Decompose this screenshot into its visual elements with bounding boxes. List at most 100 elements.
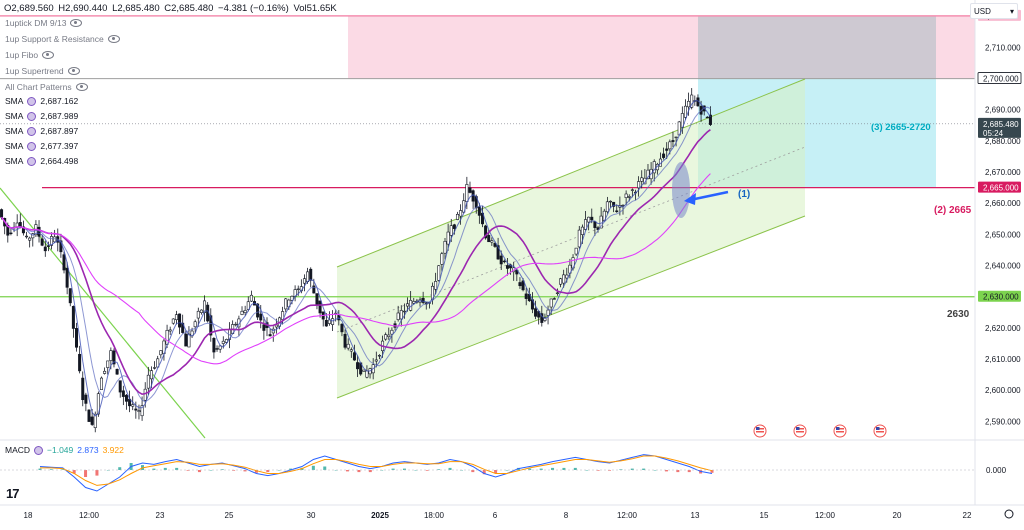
- currency-selector[interactable]: USD ▾: [970, 3, 1018, 19]
- candle-body: [640, 177, 644, 182]
- macd-legend: MACD −1.049 2.873 3.922: [5, 445, 124, 455]
- highlight-ellipse: [672, 162, 690, 218]
- indicator-row[interactable]: 1up Supertrend: [5, 66, 80, 76]
- currency-label: USD: [974, 6, 991, 16]
- eye-icon[interactable]: [42, 51, 55, 59]
- candle-body: [268, 334, 272, 337]
- macd-histogram-bar: [437, 469, 441, 470]
- arrow-line: [689, 190, 729, 202]
- candle-body: [0, 209, 4, 218]
- macd-histogram-bar: [118, 467, 122, 470]
- eye-icon[interactable]: [67, 67, 80, 75]
- candle-body: [246, 301, 250, 310]
- x-tick-label: 25: [225, 511, 234, 520]
- y-tick-label: 2,690.000: [985, 106, 1021, 115]
- x-tick-label: 20: [893, 511, 902, 520]
- candle-body: [465, 184, 469, 202]
- macd-label: MACD: [5, 445, 31, 455]
- eye-icon[interactable]: [107, 35, 120, 43]
- channel-upper-line: [336, 78, 806, 268]
- candle-body: [115, 368, 119, 375]
- candle-body: [240, 310, 244, 315]
- sma-settings-icon[interactable]: [27, 111, 37, 121]
- x-tick-label: 8: [564, 511, 569, 520]
- candle-body: [256, 303, 260, 318]
- macd-histogram-bar: [551, 467, 555, 470]
- candle-body: [87, 409, 91, 422]
- sma-value: 2,664.498: [40, 156, 79, 166]
- price-label-box: [978, 181, 1021, 193]
- candle-body: [493, 243, 497, 247]
- flag-stripe: [756, 428, 764, 430]
- candle-body: [71, 306, 75, 329]
- candle-body: [331, 318, 335, 325]
- sma-settings-icon[interactable]: [27, 141, 37, 151]
- settings-gear-icon[interactable]: [1004, 509, 1014, 519]
- candle-body: [193, 321, 197, 328]
- candle-body: [471, 190, 475, 202]
- x-tick-label: 22: [963, 511, 972, 520]
- indicator-row[interactable]: 1up Fibo: [5, 50, 55, 60]
- flag-canton: [796, 427, 800, 430]
- candle-body: [340, 323, 344, 333]
- candle-body: [577, 229, 581, 248]
- macd-histogram-bar: [368, 470, 372, 473]
- indicator-row[interactable]: 1up Support & Resistance: [5, 34, 120, 44]
- candle-body: [43, 246, 47, 252]
- candle-body: [234, 323, 238, 326]
- candle-body: [362, 369, 366, 372]
- tradingview-logo[interactable]: 17: [6, 486, 20, 501]
- indicator-row[interactable]: All Chart Patterns: [5, 82, 88, 92]
- candle-body: [75, 328, 79, 348]
- candle-body: [687, 100, 691, 108]
- sma-row[interactable]: SMA 2,687.162: [5, 96, 78, 106]
- candle-body: [349, 349, 353, 352]
- candle-body: [109, 350, 113, 361]
- indicator-row[interactable]: 1uptick DM 9/13: [5, 18, 83, 28]
- y-tick-label: 2,640.000: [985, 262, 1021, 271]
- x-tick-label: 15: [760, 511, 769, 520]
- macd-settings-icon[interactable]: [34, 445, 44, 455]
- sma-settings-icon[interactable]: [27, 96, 37, 106]
- candle-body: [468, 187, 472, 193]
- candle-body: [708, 114, 712, 125]
- macd-line: [39, 454, 713, 492]
- macd-signal-line: [40, 455, 713, 486]
- sma-row[interactable]: SMA 2,664.498: [5, 156, 78, 166]
- candle-body: [605, 201, 609, 213]
- candle-body: [627, 196, 631, 198]
- flag-canton: [836, 427, 840, 430]
- sma-row[interactable]: SMA 2,677.397: [5, 141, 78, 151]
- sma-row[interactable]: SMA 2,687.989: [5, 111, 78, 121]
- eye-icon[interactable]: [75, 83, 88, 91]
- macd-histogram-bar: [243, 470, 247, 472]
- y-tick-label: 2,590.000: [985, 417, 1021, 426]
- candle-body: [140, 405, 144, 417]
- candle-body: [25, 235, 29, 238]
- sma-value: 2,687.989: [40, 111, 79, 121]
- sma-row[interactable]: SMA 2,687.897: [5, 126, 78, 136]
- eye-icon[interactable]: [70, 19, 83, 27]
- macd-histogram-bar: [209, 470, 213, 471]
- candle-body: [196, 310, 200, 319]
- candle-body: [396, 312, 400, 320]
- macd-histogram-bar: [630, 468, 634, 470]
- sma-settings-icon[interactable]: [27, 126, 37, 136]
- x-tick-label: 12:00: [815, 511, 836, 520]
- channel-mid-line: [336, 146, 806, 333]
- sma-label: SMA: [5, 141, 24, 151]
- candle-body: [683, 105, 687, 118]
- candle-body: [274, 324, 278, 328]
- candle-body: [309, 268, 313, 281]
- candle-body: [290, 295, 294, 301]
- volume-value: Vol51.65K: [293, 3, 337, 14]
- macd-histogram-bar: [596, 470, 600, 471]
- candle-body: [284, 298, 288, 310]
- candle-body: [315, 293, 319, 306]
- sma-label: SMA: [5, 96, 24, 106]
- candle-body: [390, 329, 394, 335]
- macd-histogram-bar: [72, 470, 76, 474]
- sma-settings-icon[interactable]: [27, 156, 37, 166]
